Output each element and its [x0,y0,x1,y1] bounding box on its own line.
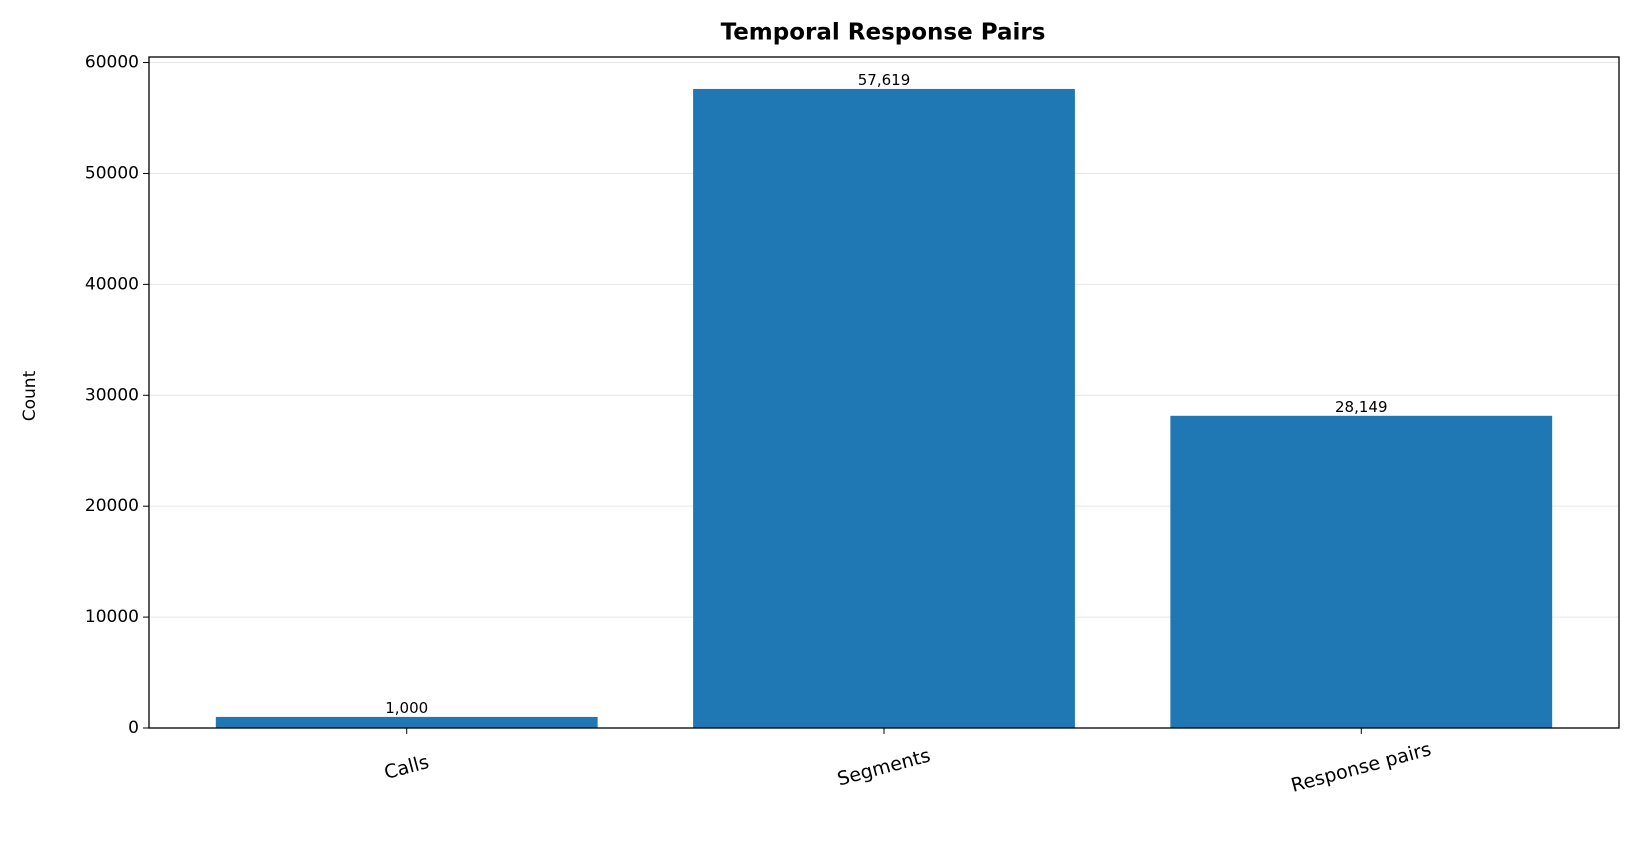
bar [1170,415,1553,728]
y-tick-label: 40000 [85,274,139,294]
bar [693,88,1075,729]
y-tick-label: 10000 [85,607,139,627]
chart-title: Temporal Response Pairs [721,20,1046,46]
value-label: 28,149 [1335,398,1388,416]
x-tick-label: Segments [835,745,933,791]
value-label: 57,619 [858,71,911,89]
y-tick-label: 60000 [85,53,139,73]
x-tick-label: Response pairs [1289,738,1434,797]
y-tick-label: 0 [128,718,139,738]
bar [215,716,598,728]
value-label: 1,000 [385,699,428,717]
y-axis-label: Count [20,370,40,421]
y-tick-label: 30000 [85,385,139,405]
plot-frame [148,56,1620,729]
y-tick-label: 20000 [85,496,139,516]
y-tick-label: 50000 [85,163,139,183]
x-tick-label: Calls [382,751,432,784]
